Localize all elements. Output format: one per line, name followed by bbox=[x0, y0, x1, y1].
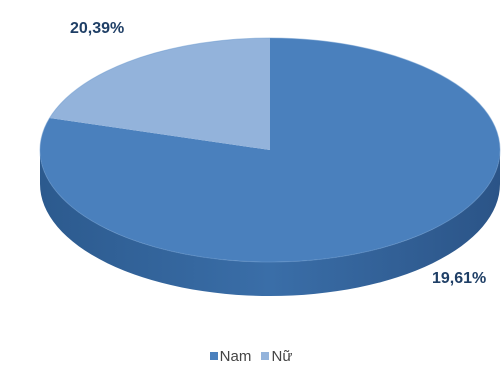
legend-swatch-nu bbox=[261, 352, 270, 360]
data-label-nam: 19,61% bbox=[432, 270, 487, 287]
legend-label-nu: Nữ bbox=[271, 347, 293, 365]
legend-label-nam: Nam bbox=[219, 347, 252, 365]
pie-side-wall bbox=[40, 150, 500, 296]
legend-item-nam: Nam bbox=[209, 347, 252, 365]
data-label-nu: 20,39% bbox=[70, 20, 125, 37]
pie-slice-nu bbox=[49, 38, 270, 150]
legend-item-nu: Nữ bbox=[261, 348, 292, 365]
pie-rim bbox=[39, 37, 501, 263]
legend-swatch-nam bbox=[209, 352, 218, 360]
pie-slice-nam bbox=[40, 38, 501, 262]
legend: Nam Nữ bbox=[0, 347, 502, 365]
